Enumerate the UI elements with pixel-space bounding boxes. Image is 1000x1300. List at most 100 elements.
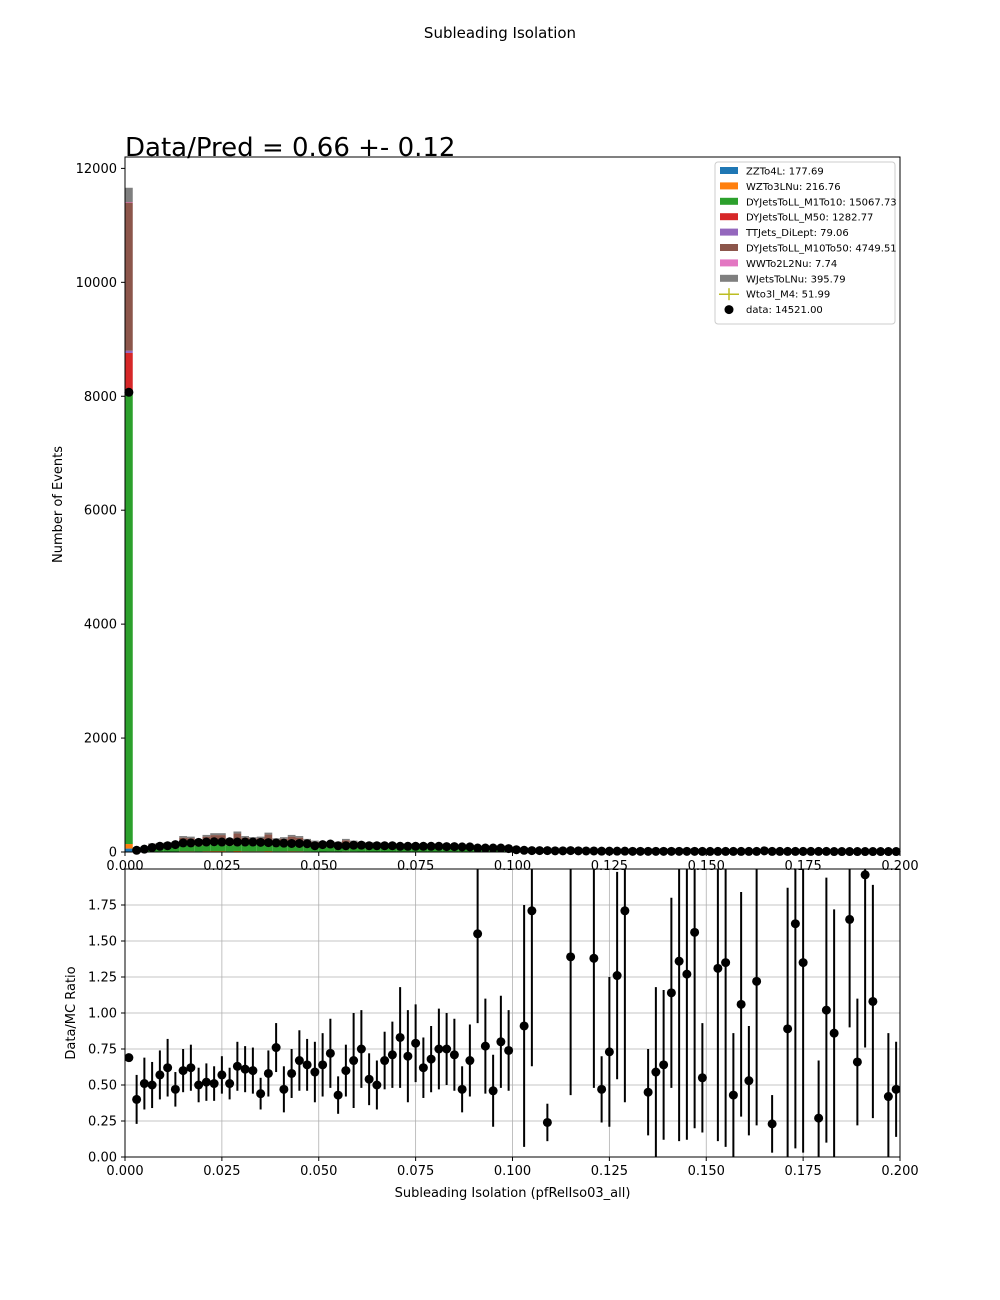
ratio-point xyxy=(287,1068,297,1078)
x-tick-label: 0.000 xyxy=(106,859,143,874)
data-point xyxy=(139,844,149,854)
y-tick-label: 2000 xyxy=(84,732,117,747)
ratio-point xyxy=(852,1057,862,1067)
x-tick-label: 0.025 xyxy=(203,859,240,874)
x-tick-label: 0.200 xyxy=(881,859,918,874)
ratio-point xyxy=(240,1064,250,1074)
ratio-point xyxy=(604,1047,614,1057)
ratio-point xyxy=(279,1084,289,1094)
ratio-x-tick-label: 0.175 xyxy=(785,1164,822,1179)
data-point xyxy=(380,841,390,851)
ratio-point xyxy=(449,1050,459,1060)
ratio-point xyxy=(170,1084,180,1094)
ratio-point xyxy=(147,1080,157,1090)
ratio-y-tick-label: 0.00 xyxy=(88,1151,117,1166)
ratio-point xyxy=(434,1044,444,1054)
data-point xyxy=(752,846,762,856)
ratio-point xyxy=(356,1044,366,1054)
stack-bar-bin17-DYJetsToLL_M1To10 xyxy=(256,844,265,852)
ratio-point xyxy=(566,952,576,962)
data-point xyxy=(271,838,281,848)
stack-bar-bin10-DYJetsToLL_M1To10 xyxy=(202,843,211,852)
legend-entry-label: Wto3l_M4: 51.99 xyxy=(746,290,830,301)
ratio-point xyxy=(651,1067,661,1077)
ratio-point xyxy=(821,1005,831,1015)
legend-box xyxy=(714,161,896,325)
data-point xyxy=(620,846,630,856)
ratio-point xyxy=(504,1045,514,1055)
data-point xyxy=(178,838,188,848)
legend-entry-label: DYJetsToLL_M1To10: 15067.73 xyxy=(746,197,897,208)
ratio-point xyxy=(597,1084,607,1094)
ratio-y-tick-label: 1.75 xyxy=(88,899,117,914)
data-point xyxy=(566,846,576,856)
ratio-y-tick-label: 1.50 xyxy=(88,935,117,950)
data-point xyxy=(651,846,661,856)
stack-bar-bin23-DYJetsToLL_M1To10 xyxy=(303,845,311,852)
data-point xyxy=(550,846,560,856)
data-point xyxy=(232,837,242,847)
stack-bar-bin0-TTJets_DiLept xyxy=(125,350,133,353)
ratio-point xyxy=(225,1079,235,1089)
data-point xyxy=(426,841,436,851)
ratio-y-axis-label: Data/MC Ratio xyxy=(64,966,79,1059)
data-point xyxy=(364,841,374,851)
ratio-point xyxy=(302,1060,312,1070)
legend-entry-label: DYJetsToLL_M50: 1282.77 xyxy=(746,213,873,224)
ratio-point xyxy=(325,1048,335,1058)
ratio-point xyxy=(426,1054,436,1064)
data-point xyxy=(690,846,700,856)
ratio-point xyxy=(318,1060,328,1070)
ratio-point xyxy=(442,1044,452,1054)
ratio-point xyxy=(178,1066,188,1076)
ratio-x-tick-label: 0.150 xyxy=(688,1164,725,1179)
stack-bar-bin6-DYJetsToLL_M1To10 xyxy=(171,846,180,852)
data-point xyxy=(473,843,483,853)
data-point xyxy=(759,846,769,856)
ratio-x-tick-label: 0.025 xyxy=(203,1164,240,1179)
data-point xyxy=(821,846,831,856)
y-tick-label: 0 xyxy=(109,846,117,861)
y-tick-label: 8000 xyxy=(84,390,117,405)
figure-suptitle: Subleading Isolation xyxy=(424,24,576,42)
ratio-point xyxy=(589,953,599,963)
data-point xyxy=(798,846,808,856)
ratio-y-tick-label: 0.50 xyxy=(88,1079,117,1094)
ratio-point xyxy=(682,969,692,979)
ratio-x-tick-label: 0.000 xyxy=(106,1164,143,1179)
legend-entry-label: ZZTo4L: 177.69 xyxy=(746,167,824,178)
stack-bar-bin12-WJetsToLNu xyxy=(218,833,226,836)
data-point xyxy=(573,846,583,856)
ratio-point xyxy=(690,927,700,937)
stack-bar-bin0-WJetsToLNu xyxy=(125,187,133,203)
data-point xyxy=(411,841,421,851)
data-point xyxy=(635,846,645,856)
legend-entry-label: WWTo2L2Nu: 7.74 xyxy=(746,259,837,270)
ratio-point xyxy=(643,1087,653,1097)
ratio-point xyxy=(620,906,630,916)
data-point xyxy=(240,837,250,847)
data-point xyxy=(721,846,731,856)
stack-bar-bin0-WWTo2L2Nu xyxy=(125,202,133,203)
legend-swatch-WJetsToLNu xyxy=(720,274,738,282)
data-point xyxy=(682,846,692,856)
ratio-point xyxy=(125,1053,134,1063)
stack-bar-bin0-ZZTo4L xyxy=(125,848,133,852)
stack-bar-bin10-WJetsToLNu xyxy=(202,834,211,837)
ratio-point xyxy=(666,988,676,998)
data-point xyxy=(589,846,599,856)
ratio-point xyxy=(217,1070,227,1080)
stack-bar-bin0-DYJetsToLL_M10To50 xyxy=(125,202,133,351)
stack-bar-bin15-WJetsToLNu xyxy=(241,836,249,838)
legend-entry-label: WZTo3LNu: 216.76 xyxy=(746,182,841,193)
ratio-point xyxy=(380,1056,390,1066)
ratio-point xyxy=(403,1051,413,1061)
ratio-point xyxy=(883,1092,893,1102)
ratio-point xyxy=(713,963,723,973)
ratio-point xyxy=(263,1068,273,1078)
data-point xyxy=(186,838,196,848)
data-point xyxy=(294,838,304,848)
y-tick-label: 4000 xyxy=(84,618,117,633)
data-point xyxy=(442,842,452,852)
data-point xyxy=(783,846,793,856)
